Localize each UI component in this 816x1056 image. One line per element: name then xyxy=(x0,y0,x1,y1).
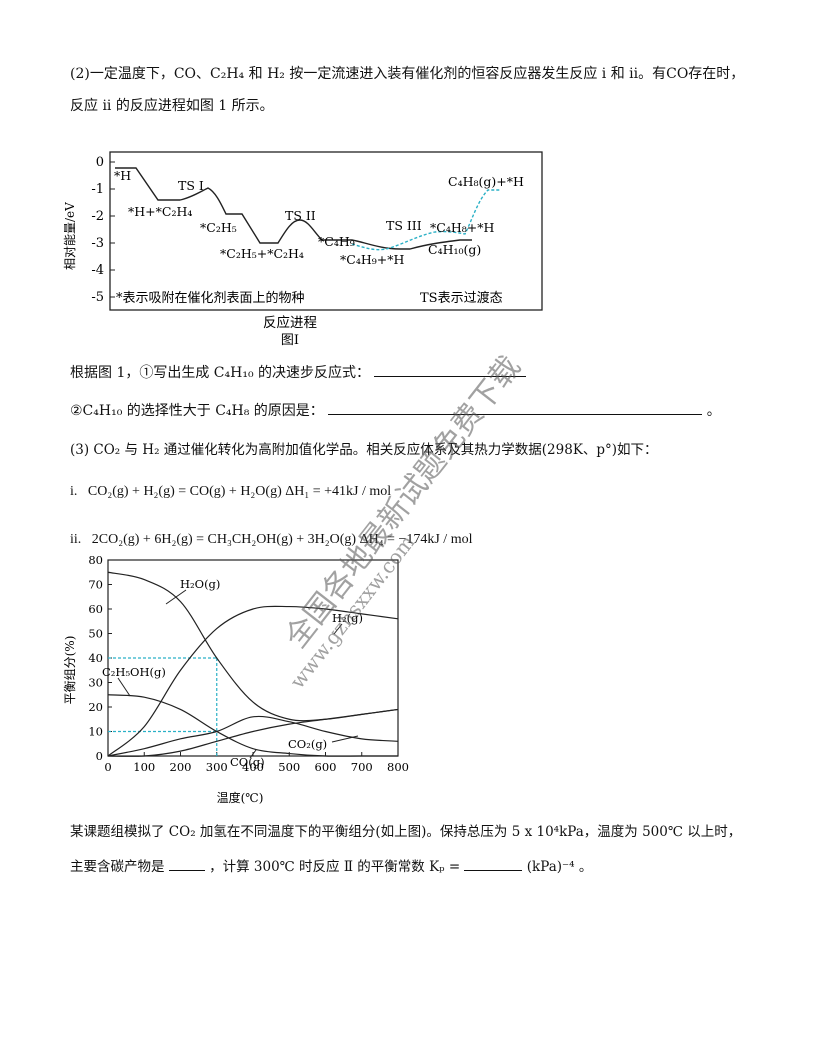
x-tick-label: 700 xyxy=(351,760,373,774)
series-label-c2h5oh: C₂H₅OH(g) xyxy=(102,665,166,679)
x-tick-label: 200 xyxy=(170,760,192,774)
q2-ask2-text: ②C₄H₁₀ 的选择性大于 C₄H₈ 的原因是： xyxy=(70,403,324,419)
q2-line1: (2)一定温度下，CO、C₂H₄ 和 H₂ 按一定流速进入装有催化剂的恒容反应器… xyxy=(70,66,745,82)
fig1-yaxis: 0 -1 -2 -3 -4 -5 xyxy=(91,155,115,305)
q3-intro: (3) CO₂ 与 H₂ 通过催化转化为高附加值化学品。相关反应体系及其热力学数… xyxy=(70,442,658,458)
q3-after1: 某课题组模拟了 CO₂ 加氢在不同温度下的平衡组分(如上图)。保持总压为 5 x… xyxy=(70,824,742,840)
answer-blank-4[interactable] xyxy=(464,856,523,871)
chart-frame xyxy=(107,559,399,757)
x-tick-label: 400 xyxy=(242,760,264,774)
equilibrium-composition-chart: 0 100 200 300 400 500 600 700 800 0 10 20 30 40 50 60 70… xyxy=(63,553,409,805)
x-tick-label: 800 xyxy=(387,760,409,774)
x-tick-label: 300 xyxy=(206,760,228,774)
fig1-label-tsII: TS II xyxy=(285,208,316,223)
fig1-note-left: *表示吸附在催化剂表面上的物种 xyxy=(116,290,305,306)
q3-r1-num: i. xyxy=(70,484,78,499)
series-label-co2: CO₂(g) xyxy=(288,737,327,751)
q3-after2-a: 主要含碳产物是 xyxy=(70,859,165,875)
answer-blank-1[interactable] xyxy=(374,362,527,377)
fig1-label-c4h8-g: C₄H₈(g)+*H xyxy=(448,174,524,189)
y-tick-label: 70 xyxy=(88,578,103,592)
fig1-label-h-c2h4: *H+*C₂H₄ xyxy=(128,204,192,219)
fig1-ytick: 0 xyxy=(96,155,104,170)
y-tick-label: 40 xyxy=(88,651,103,665)
series-label-h2o: H₂O(g) xyxy=(180,577,220,591)
fig1-ytick: -2 xyxy=(91,209,104,224)
series-line-2 xyxy=(107,694,398,757)
fig1-note-right: TS表示过渡态 xyxy=(420,290,503,306)
x-tick-label: 0 xyxy=(104,760,111,774)
y-tick-label: 0 xyxy=(96,749,103,763)
fig1-caption: 图Ⅰ xyxy=(281,333,299,348)
fig1-ytick: -5 xyxy=(91,290,104,305)
fig1-labels: *H TS I *H+*C₂H₄ *C₂H₅ *C₂H₅+*C₂H₄ TS II… xyxy=(114,168,524,306)
y-tick-label: 20 xyxy=(88,700,103,714)
fig1-label-c4h9: *C₄H₉ xyxy=(318,234,355,249)
x-tick-label: 100 xyxy=(133,760,155,774)
fig1-label-c4h10-g: C₄H₁₀(g) xyxy=(428,242,481,257)
q3-after2-b: ，计算 300℃ 时反应 Ⅱ 的平衡常数 Kₚ = xyxy=(209,859,461,875)
energy-profile-figure: 0 -1 -2 -3 -4 -5 相对能量/eV *H TS I *H+*C₂H… xyxy=(63,151,543,348)
q2-ask2-suffix: 。 xyxy=(706,403,721,419)
fig1-label-tsI: TS I xyxy=(178,178,204,193)
y-tick-label: 10 xyxy=(88,725,103,739)
answer-blank-2[interactable] xyxy=(328,400,703,415)
q3-reaction-1: i. CO₂(g) + H₂(g) = CO(g) + H₂O(g) ΔH₁ =… xyxy=(70,482,391,502)
series-line-4 xyxy=(107,708,399,757)
fig1-label-c4h8-h-ads: *C₄H₈+*H xyxy=(430,220,494,235)
fig1-frame xyxy=(109,151,543,311)
y-tick-label: 60 xyxy=(88,602,103,616)
q3-reaction-2: ii. 2CO₂(g) + 6H₂(g) = CH₃CH₂OH(g) + 3H₂… xyxy=(70,530,472,550)
series-label-pointers xyxy=(117,589,359,759)
chart-ylabel: 平衡组分(%) xyxy=(63,636,77,705)
series-label-co: CO(g) xyxy=(230,755,265,769)
q2-ask1: 根据图 1，①写出生成 C₄H₁₀ 的决速步反应式： xyxy=(70,362,527,383)
series-line-3 xyxy=(107,715,399,757)
y-tick-label: 30 xyxy=(88,676,103,690)
fig1-ytick: -4 xyxy=(91,263,104,278)
fig1-label-h: *H xyxy=(114,168,131,183)
chart-xlabel: 温度(℃) xyxy=(217,790,264,805)
answer-blank-3[interactable] xyxy=(168,856,205,871)
q3-after2-c: (kPa)⁻⁴ 。 xyxy=(526,859,593,875)
fig1-ytick: -1 xyxy=(91,182,104,197)
q2-ask1-text: 根据图 1，①写出生成 C₄H₁₀ 的决速步反应式： xyxy=(70,365,371,381)
q3-after2: 主要含碳产物是 ，计算 300℃ 时反应 Ⅱ 的平衡常数 Kₚ = (kPa)⁻… xyxy=(70,856,592,877)
fig1-ylabel: 相对能量/eV xyxy=(63,202,77,270)
fig1-label-tsIII: TS III xyxy=(386,218,422,233)
q3-r1-eq: CO₂(g) + H₂(g) = CO(g) + H₂O(g) ΔH₁ = +4… xyxy=(87,484,392,499)
fig1-dashed-path xyxy=(351,189,500,251)
q3-r2-num: ii. xyxy=(70,532,82,547)
fig1-label-c2h5-c2h4: *C₂H₅+*C₂H₄ xyxy=(220,246,304,261)
q3-r2-eq: 2CO₂(g) + 6H₂(g) = CH₃CH₂OH(g) + 3H₂O(g)… xyxy=(91,532,473,547)
y-tick-label: 80 xyxy=(88,553,103,567)
fig1-label-c2h5: *C₂H₅ xyxy=(200,220,237,235)
series-line-1 xyxy=(107,605,399,757)
fig1-xlabel: 反应进程 xyxy=(263,314,317,331)
fig1-main-path xyxy=(115,167,472,250)
x-tick-label: 600 xyxy=(315,760,337,774)
q2-line2: 反应 ii 的反应进程如图 1 所示。 xyxy=(70,98,274,114)
y-tick-label: 50 xyxy=(88,627,103,641)
q2-ask2: ②C₄H₁₀ 的选择性大于 C₄H₈ 的原因是： 。 xyxy=(70,400,721,421)
x-tick-label: 500 xyxy=(278,760,300,774)
fig1-ytick: -3 xyxy=(91,236,104,251)
fig1-label-c4h9-h: *C₄H₉+*H xyxy=(340,252,404,267)
series-label-h2: H₂(g) xyxy=(332,611,363,625)
